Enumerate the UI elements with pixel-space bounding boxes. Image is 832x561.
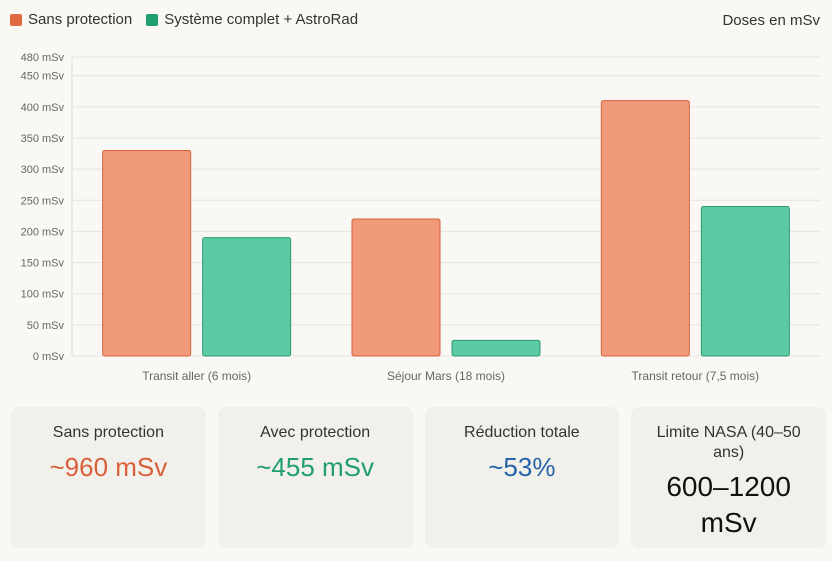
x-tick-label: Séjour Mars (18 mois) <box>387 369 505 383</box>
y-tick-label: 0 mSv <box>33 351 65 363</box>
legend-item-sans-protection[interactable]: Sans protection <box>10 11 132 28</box>
y-tick-label: 450 mSv <box>21 71 65 83</box>
chart-legend: Sans protection Système complet + AstroR… <box>10 11 358 28</box>
y-tick-label: 100 mSv <box>21 289 65 301</box>
card-label: Réduction totale <box>464 424 580 441</box>
y-tick-label: 350 mSv <box>21 133 65 145</box>
card-value: ~53% <box>488 452 556 482</box>
y-tick-label: 300 mSv <box>21 164 65 176</box>
bar-astrorad[interactable] <box>451 339 541 357</box>
card-value: ~455 mSv <box>256 452 375 482</box>
y-tick-label: 50 mSv <box>27 320 65 332</box>
x-tick-label: Transit retour (7,5 mois) <box>632 369 760 383</box>
bar-sans-protection[interactable] <box>351 218 441 357</box>
legend-item-astrorad[interactable]: Système complet + AstroRad <box>146 11 358 28</box>
summary-cards: Sans protection ~960 mSv Avec protection ~… <box>11 407 826 548</box>
card-avec-protection: Avec protection ~455 mSv <box>217 407 413 548</box>
legend-swatch <box>10 13 22 26</box>
bar-astrorad[interactable] <box>700 206 790 357</box>
legend-swatch <box>146 13 159 26</box>
bar-chart: 0 mSv 50 mSv 100 mSv 150 mSv 200 mSv 250 mSv 3… <box>21 52 820 383</box>
y-tick-label: 400 mSv <box>21 102 65 114</box>
card-sans-protection: Sans protection ~960 mSv <box>11 407 206 548</box>
card-label: Avec protection <box>260 424 371 441</box>
card-value: 600–1200 mSv <box>666 471 791 538</box>
card-label: Limite NASA (40–50 ans) <box>656 424 801 461</box>
units-label: Doses en mSv <box>722 12 820 29</box>
card-label: Sans protection <box>52 424 164 441</box>
card-limite-nasa: Limite NASA (40–50 ans) 600–1200 mSv <box>631 407 826 548</box>
card-reduction-totale: Réduction totale ~53% <box>424 407 620 548</box>
y-tick-label: 480 mSv <box>21 52 65 64</box>
bar-sans-protection[interactable] <box>102 149 192 357</box>
card-value: ~960 mSv <box>49 452 168 482</box>
y-tick-label: 200 mSv <box>21 226 65 238</box>
legend-label: Sans protection <box>28 11 133 28</box>
legend-label: Système complet + AstroRad <box>164 11 359 28</box>
bar-astrorad[interactable] <box>202 237 292 357</box>
x-tick-label: Transit aller (6 mois) <box>142 369 251 383</box>
bar-sans-protection[interactable] <box>600 100 690 357</box>
y-tick-label: 250 mSv <box>21 195 65 207</box>
y-tick-label: 150 mSv <box>21 258 65 270</box>
